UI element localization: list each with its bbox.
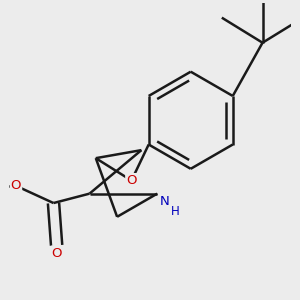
- Text: O: O: [126, 174, 137, 187]
- Text: N: N: [160, 195, 170, 208]
- Text: O: O: [11, 179, 21, 192]
- Text: O: O: [51, 247, 62, 260]
- Text: H: H: [171, 205, 180, 218]
